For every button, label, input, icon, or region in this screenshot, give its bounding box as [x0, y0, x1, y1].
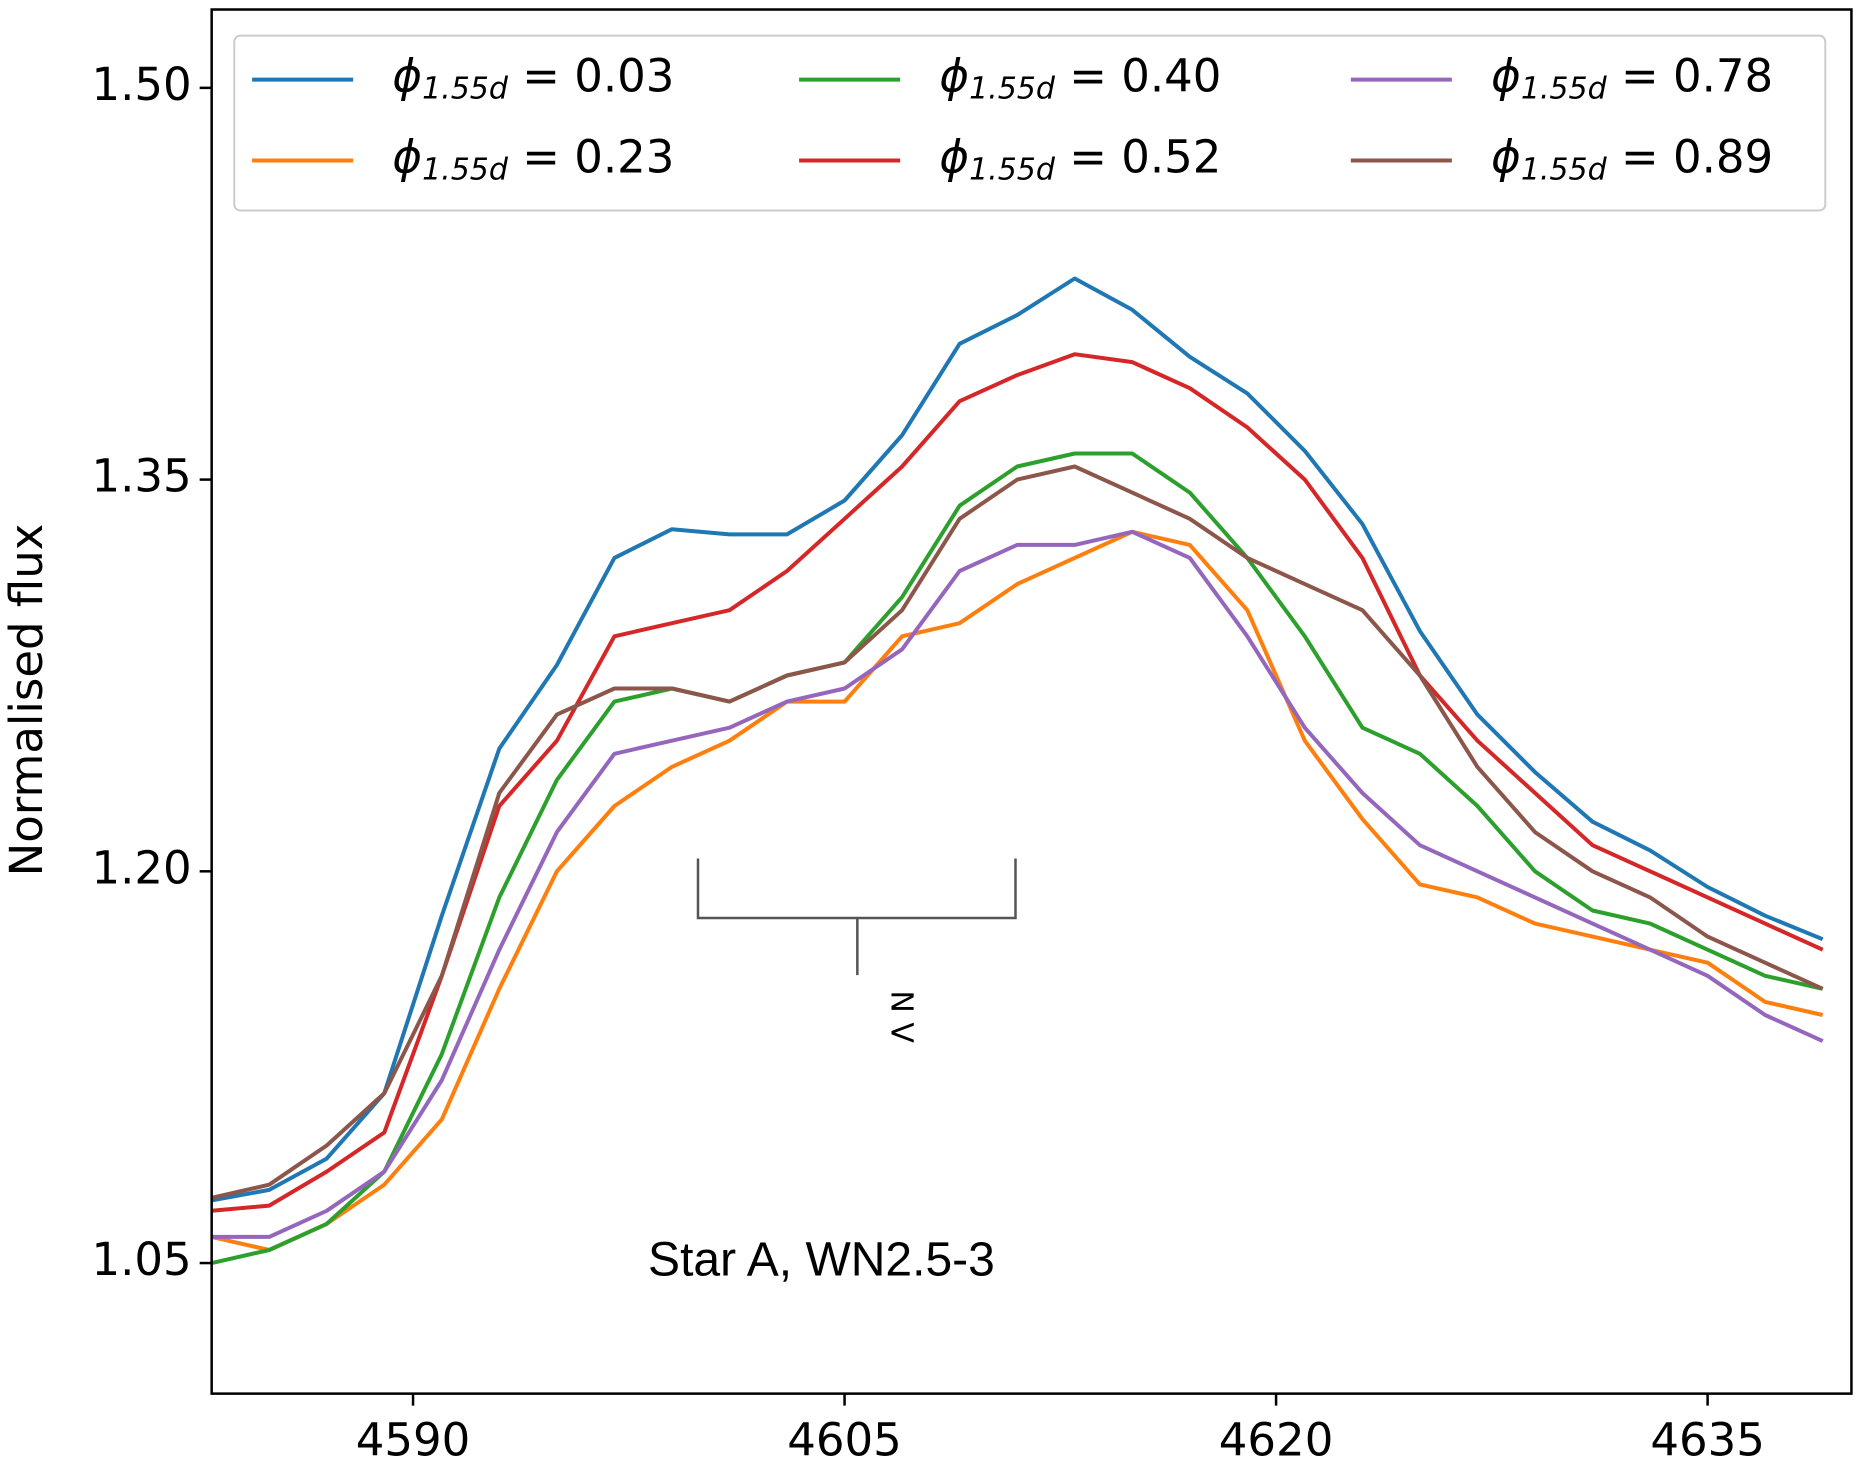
spectrum-line	[211, 352, 1824, 1213]
y-axis-label: Normalised flux	[0, 524, 53, 877]
spectrum-line	[211, 529, 1824, 1239]
y-tick-label: 1.05	[91, 1233, 191, 1286]
spectrum-line	[211, 451, 1824, 1266]
legend-label: ϕ1.55d = 0.78	[1491, 50, 1773, 107]
y-tick-label: 1.35	[91, 450, 191, 503]
legend-label: ϕ1.55d = 0.03	[392, 50, 674, 107]
spectrum-line	[211, 464, 1824, 1200]
legend-label: ϕ1.55d = 0.40	[939, 50, 1221, 107]
x-tick-label: 4590	[356, 1414, 471, 1465]
plot-frame	[210, 8, 1853, 1395]
legend-label: ϕ1.55d = 0.23	[392, 131, 674, 188]
y-tick-label: 1.20	[91, 841, 191, 894]
spectrum-line	[211, 276, 1824, 1203]
spectrum-line	[211, 529, 1824, 1252]
annotation: Star A, WN2.5-3	[648, 1233, 995, 1286]
legend-label: ϕ1.55d = 0.89	[1491, 131, 1773, 188]
legend-label: ϕ1.55d = 0.52	[939, 131, 1221, 188]
y-tick-label: 1.50	[91, 58, 191, 111]
annotation: N V	[884, 990, 919, 1043]
x-tick-label: 4635	[1650, 1414, 1765, 1465]
bracket-line	[696, 858, 1017, 976]
nv-bracket	[696, 858, 1017, 976]
x-tick-label: 4620	[1219, 1414, 1334, 1465]
x-tick-label: 4605	[787, 1414, 902, 1465]
